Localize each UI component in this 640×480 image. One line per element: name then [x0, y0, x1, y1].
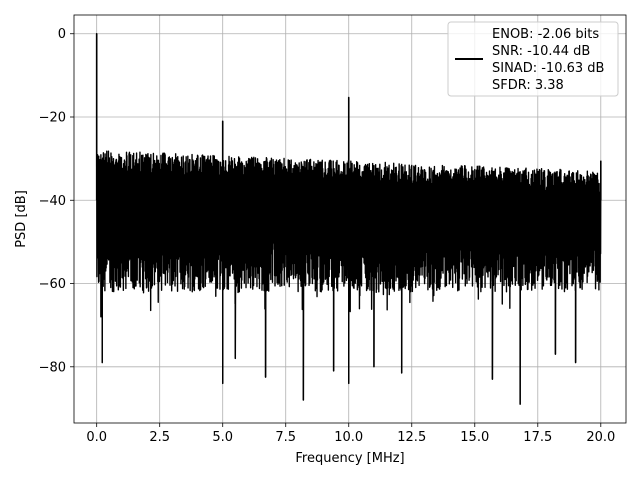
axes-frame — [73, 14, 627, 424]
legend-box — [447, 21, 619, 97]
x-tick-label: 5.0 — [212, 430, 233, 445]
x-tick-label: 2.5 — [149, 430, 170, 445]
y-tick-label: 0 — [58, 27, 66, 42]
y-tick-label: −60 — [39, 277, 66, 292]
legend: ENOB: -2.06 bits SNR: -10.44 dB SINAD: -… — [447, 21, 619, 97]
y-tick-label: −40 — [39, 194, 66, 209]
legend-entry-sfdr: SFDR: 3.38 — [492, 78, 564, 93]
y-tick-label: −20 — [39, 111, 66, 126]
x-tick-label: 20.0 — [586, 430, 615, 445]
y-axis-label: PSD [dB] — [14, 190, 29, 248]
x-tick-label: 15.0 — [460, 430, 489, 445]
x-axis-label: Frequency [MHz] — [295, 451, 404, 466]
x-tick-label: 0.0 — [86, 430, 107, 445]
legend-entry-sinad: SINAD: -10.63 dB — [492, 61, 604, 76]
ticks: 0.0 2.5 5.0 7.5 10.0 12.5 15.0 17.5 20.0 0 −20 −40 −… — [39, 27, 616, 445]
legend-entry-snr: SNR: -10.44 dB — [492, 44, 590, 59]
x-tick-label: 12.5 — [397, 430, 426, 445]
series-layer — [95, 33, 602, 405]
x-tick-label: 10.0 — [334, 430, 363, 445]
y-tick-label: −80 — [39, 360, 66, 375]
x-tick-label: 7.5 — [275, 430, 296, 445]
x-tick-label: 17.5 — [523, 430, 552, 445]
legend-entry-enob: ENOB: -2.06 bits — [492, 27, 599, 42]
